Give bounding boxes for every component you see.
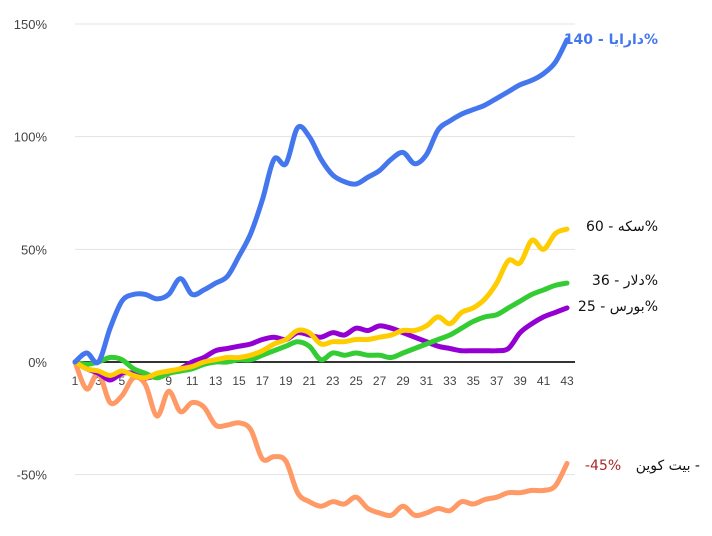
- y-tick-label: 0%: [28, 355, 47, 370]
- x-tick-label: 3: [95, 374, 102, 388]
- y-axis-ticks: 150% 100% 50% 0% -50%: [14, 17, 48, 483]
- series-label-sekkeh: سکه - 60%: [586, 219, 658, 235]
- series-label-boors: بورس - 25%: [578, 299, 658, 315]
- x-tick-label: 9: [165, 374, 172, 388]
- series-label-bitcoin: بیت کوین -: [636, 458, 700, 474]
- y-tick-label: -50%: [17, 468, 48, 483]
- x-tick-label: 19: [279, 374, 293, 388]
- x-tick-label: 5: [119, 374, 126, 388]
- x-tick-label: 15: [232, 374, 246, 388]
- x-tick-label: 1: [72, 374, 79, 388]
- x-tick-label: 41: [537, 374, 551, 388]
- x-tick-label: 43: [560, 374, 574, 388]
- series-value-bitcoin: -45%: [585, 458, 621, 474]
- series-line-daraya: [72, 37, 570, 366]
- x-tick-label: 25: [349, 374, 363, 388]
- series-label-dollar: دلار - 36%: [592, 273, 658, 289]
- x-tick-label: 33: [443, 374, 457, 388]
- y-tick-label: 100%: [14, 130, 48, 145]
- x-tick-label: 27: [373, 374, 387, 388]
- x-tick-label: 39: [513, 374, 527, 388]
- series-line-dollar: [72, 280, 570, 381]
- x-tick-label: 13: [209, 374, 223, 388]
- x-tick-label: 29: [396, 374, 410, 388]
- x-tick-label: 21: [303, 374, 317, 388]
- series-lines: [72, 37, 570, 519]
- series-line-sekkeh: [72, 226, 570, 381]
- x-tick-label: 31: [420, 374, 434, 388]
- x-tick-label: 11: [186, 374, 199, 388]
- y-tick-label: 150%: [14, 17, 48, 32]
- y-tick-label: 50%: [21, 242, 47, 257]
- grid-lines: [75, 23, 575, 476]
- x-tick-label: 17: [256, 374, 270, 388]
- x-tick-label: 37: [490, 374, 504, 388]
- series-label-daraya: دارایا - 140%: [564, 32, 658, 48]
- series-line-bitcoin: [72, 359, 570, 519]
- x-tick-label: 35: [467, 374, 481, 388]
- x-tick-label: 23: [326, 374, 340, 388]
